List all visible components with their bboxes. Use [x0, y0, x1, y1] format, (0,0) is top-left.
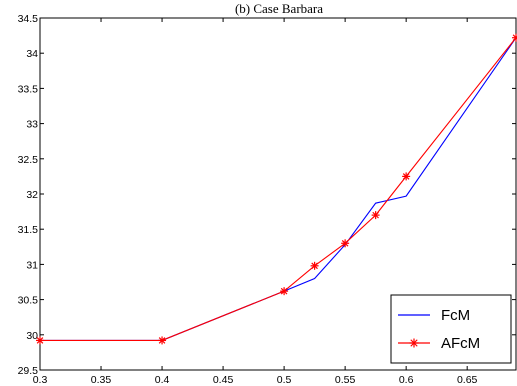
- y-tick-label: 34: [26, 48, 38, 60]
- x-tick-label: 0.45: [213, 374, 234, 386]
- legend: FcM AFcM: [390, 294, 512, 364]
- y-tick-label: 30.5: [18, 295, 39, 307]
- x-tick-label: 0.65: [457, 374, 478, 386]
- data-point-afcm: [512, 33, 517, 42]
- y-tick-label: 31: [26, 259, 38, 271]
- x-tick-label: 0.55: [335, 374, 356, 386]
- y-tick-label: 30: [26, 330, 38, 342]
- legend-label-fcm: FcM: [441, 307, 470, 324]
- data-point-afcm: [402, 172, 411, 181]
- y-tick-label: 33.5: [18, 83, 39, 95]
- x-tick-label: 0.6: [399, 374, 414, 386]
- legend-marker-afcm: [409, 338, 419, 348]
- data-point-afcm: [36, 336, 44, 345]
- x-tick-label: 0.35: [91, 374, 112, 386]
- y-tick-label: 29.5: [18, 365, 39, 377]
- data-point-afcm: [310, 261, 319, 270]
- chart-title: (b) Case Barbara: [235, 1, 323, 16]
- x-tick-label: 0.5: [277, 374, 292, 386]
- data-point-afcm: [158, 336, 167, 345]
- y-tick-label: 32.5: [18, 154, 39, 166]
- y-tick-label: 31.5: [18, 224, 39, 236]
- legend-star-marker: [409, 338, 419, 348]
- x-tick-label: 0.4: [155, 374, 170, 386]
- legend-box: [390, 294, 512, 364]
- legend-label-afcm: AFcM: [441, 335, 480, 352]
- y-tick-label: 33: [26, 119, 38, 131]
- y-tick-label: 34.5: [18, 13, 39, 25]
- x-tick-label: 0.3: [33, 374, 48, 386]
- data-point-afcm: [371, 211, 380, 220]
- data-point-afcm: [341, 239, 350, 248]
- axis-ticks: 0.3 0.35 0.4 0.45 0.5 0.55 0.6 0.65 29.5 30 30.5 31…: [18, 13, 516, 386]
- data-point-afcm: [280, 287, 289, 296]
- series-layer: [36, 33, 517, 345]
- y-tick-label: 32: [26, 189, 38, 201]
- series-line-afcm: [40, 37, 517, 341]
